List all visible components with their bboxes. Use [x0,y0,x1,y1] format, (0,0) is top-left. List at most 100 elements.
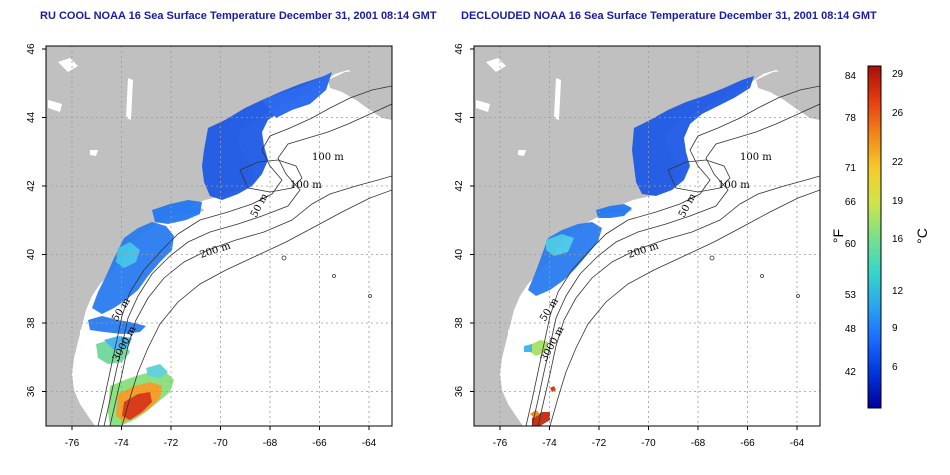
fahrenheit-tick-label: 60 [845,239,857,250]
right-sst-southern-ne-shelf [596,204,632,218]
right-contour-georges [667,159,731,193]
lat-tick-label: 38 [26,317,37,329]
left-chesapeake-bay [80,328,88,360]
colorbar-fahrenheit-ticks: 84 78 71 66 60 53 48 42 [845,71,857,378]
fahrenheit-tick-label: 66 [845,197,857,208]
lon-tick-label: -64 [362,438,377,449]
right-lake [518,150,526,156]
celsius-tick-label: 26 [892,108,904,119]
right-panel-title: DECLOUDED NOAA 16 Sea Surface Temperatur… [461,10,877,22]
right-contour-label: 100 m [718,180,750,191]
left-seamount [281,255,287,261]
right-contour-3000m [549,189,820,426]
right-sst-small-red [550,386,556,392]
left-sst-offshore-cyan [146,364,168,378]
lat-tick-label: 46 [26,43,37,55]
left-sst-southern-ne-shelf [152,200,202,224]
lat-tick-label: 40 [454,249,465,261]
right-seamount [796,294,800,298]
lat-tick-label: 40 [26,249,37,261]
lon-tick-label: -74 [542,438,557,449]
left-sst-delmarva [88,316,146,334]
lon-tick-label: -70 [641,438,656,449]
right-sst-gulf-of-maine [632,76,754,196]
left-sst-scotian-shelf [262,72,332,118]
left-map-frame [45,45,393,427]
right-sst-mid-atlantic-cyan [546,234,574,256]
lon-tick-label: -66 [740,438,755,449]
lon-tick-label: -76 [65,438,80,449]
lon-tick-label: -72 [592,438,607,449]
left-sst-data [88,72,332,426]
left-contour-label: 100 m [312,152,344,163]
right-sst-data [524,76,754,426]
celsius-unit-label: °C [914,228,930,244]
temperature-colorbar: 84 78 71 66 60 53 48 42 29 26 22 19 16 1… [830,65,930,409]
lon-tick-label: -72 [164,438,179,449]
right-sst-virginia-warm [530,340,548,356]
right-contour-50m [525,85,820,426]
lon-tick-label: -76 [493,438,508,449]
left-sst-gulf-of-maine [202,74,330,200]
right-grid [474,46,820,426]
right-lat-tick-labels: 36 38 40 42 44 46 [454,43,465,397]
left-contour-label: 100 m [290,180,322,191]
left-land-nova-scotia [328,58,392,120]
celsius-tick-label: 12 [892,286,904,297]
right-contour-label: 100 m [740,152,772,163]
fahrenheit-tick-label: 84 [845,71,857,82]
left-contour-3000m [121,189,392,426]
lon-tick-label: -66 [312,438,327,449]
left-contour-50m [97,85,392,426]
right-sst-virginia-cool [524,344,532,352]
left-panel-title: RU COOL NOAA 16 Sea Surface Temperature … [40,10,437,22]
left-lake [90,150,98,156]
lat-tick-label: 38 [454,317,465,329]
right-lon-tick-labels: -76 -74 -72 -70 -68 -66 -64 [493,438,805,449]
right-seamount [709,255,715,261]
right-chesapeake-bay [508,328,516,360]
right-map-frame [473,45,821,427]
celsius-tick-label: 19 [892,196,904,207]
right-bathymetry-contours [525,85,820,426]
left-map-panel: 100 m 100 m 50 m 200 m 50 m 3000 m 36 38… [26,43,393,449]
right-lake [486,58,506,72]
lat-tick-label: 44 [454,112,465,124]
right-ticks [470,48,798,430]
colorbar-gradient [867,65,882,409]
right-lake [554,78,561,120]
fahrenheit-tick-label: 53 [845,290,857,301]
right-contour-100m [531,103,820,426]
right-lake [476,100,490,112]
lon-tick-label: -70 [213,438,228,449]
left-sst-mid-atlantic-cyan [116,242,140,268]
left-grid [46,46,392,426]
left-sst-virginia-cool [104,336,132,350]
right-map-panel: 100 m 100 m 50 m 200 m 50 m 3000 m 36 38… [454,43,821,449]
celsius-tick-label: 29 [892,69,904,80]
left-lake [58,58,78,72]
right-seamount [760,274,764,278]
lat-tick-label: 42 [454,180,465,192]
left-contour-100m [103,103,392,426]
left-contour-georges [239,159,303,193]
right-sst-mid-atlantic-bight [528,222,602,296]
right-land-mainland [474,46,820,426]
left-lake [126,78,133,120]
right-land-newfoundland [788,46,820,60]
fahrenheit-unit-label: °F [830,229,846,243]
left-land-newfoundland [360,46,392,60]
left-land-mainland [46,46,392,426]
celsius-tick-label: 22 [892,157,904,168]
left-seamount [332,274,336,278]
fahrenheit-tick-label: 42 [845,367,857,378]
left-sst-mid-atlantic-bight [92,222,174,314]
lon-tick-label: -74 [114,438,129,449]
lon-tick-label: -68 [691,438,706,449]
lat-tick-label: 36 [26,386,37,398]
left-seamount [368,294,372,298]
left-lon-tick-labels: -76 -74 -72 -70 -68 -66 -64 [65,438,377,449]
celsius-tick-label: 16 [892,234,904,245]
fahrenheit-tick-label: 71 [845,163,857,174]
celsius-tick-label: 9 [892,323,898,334]
